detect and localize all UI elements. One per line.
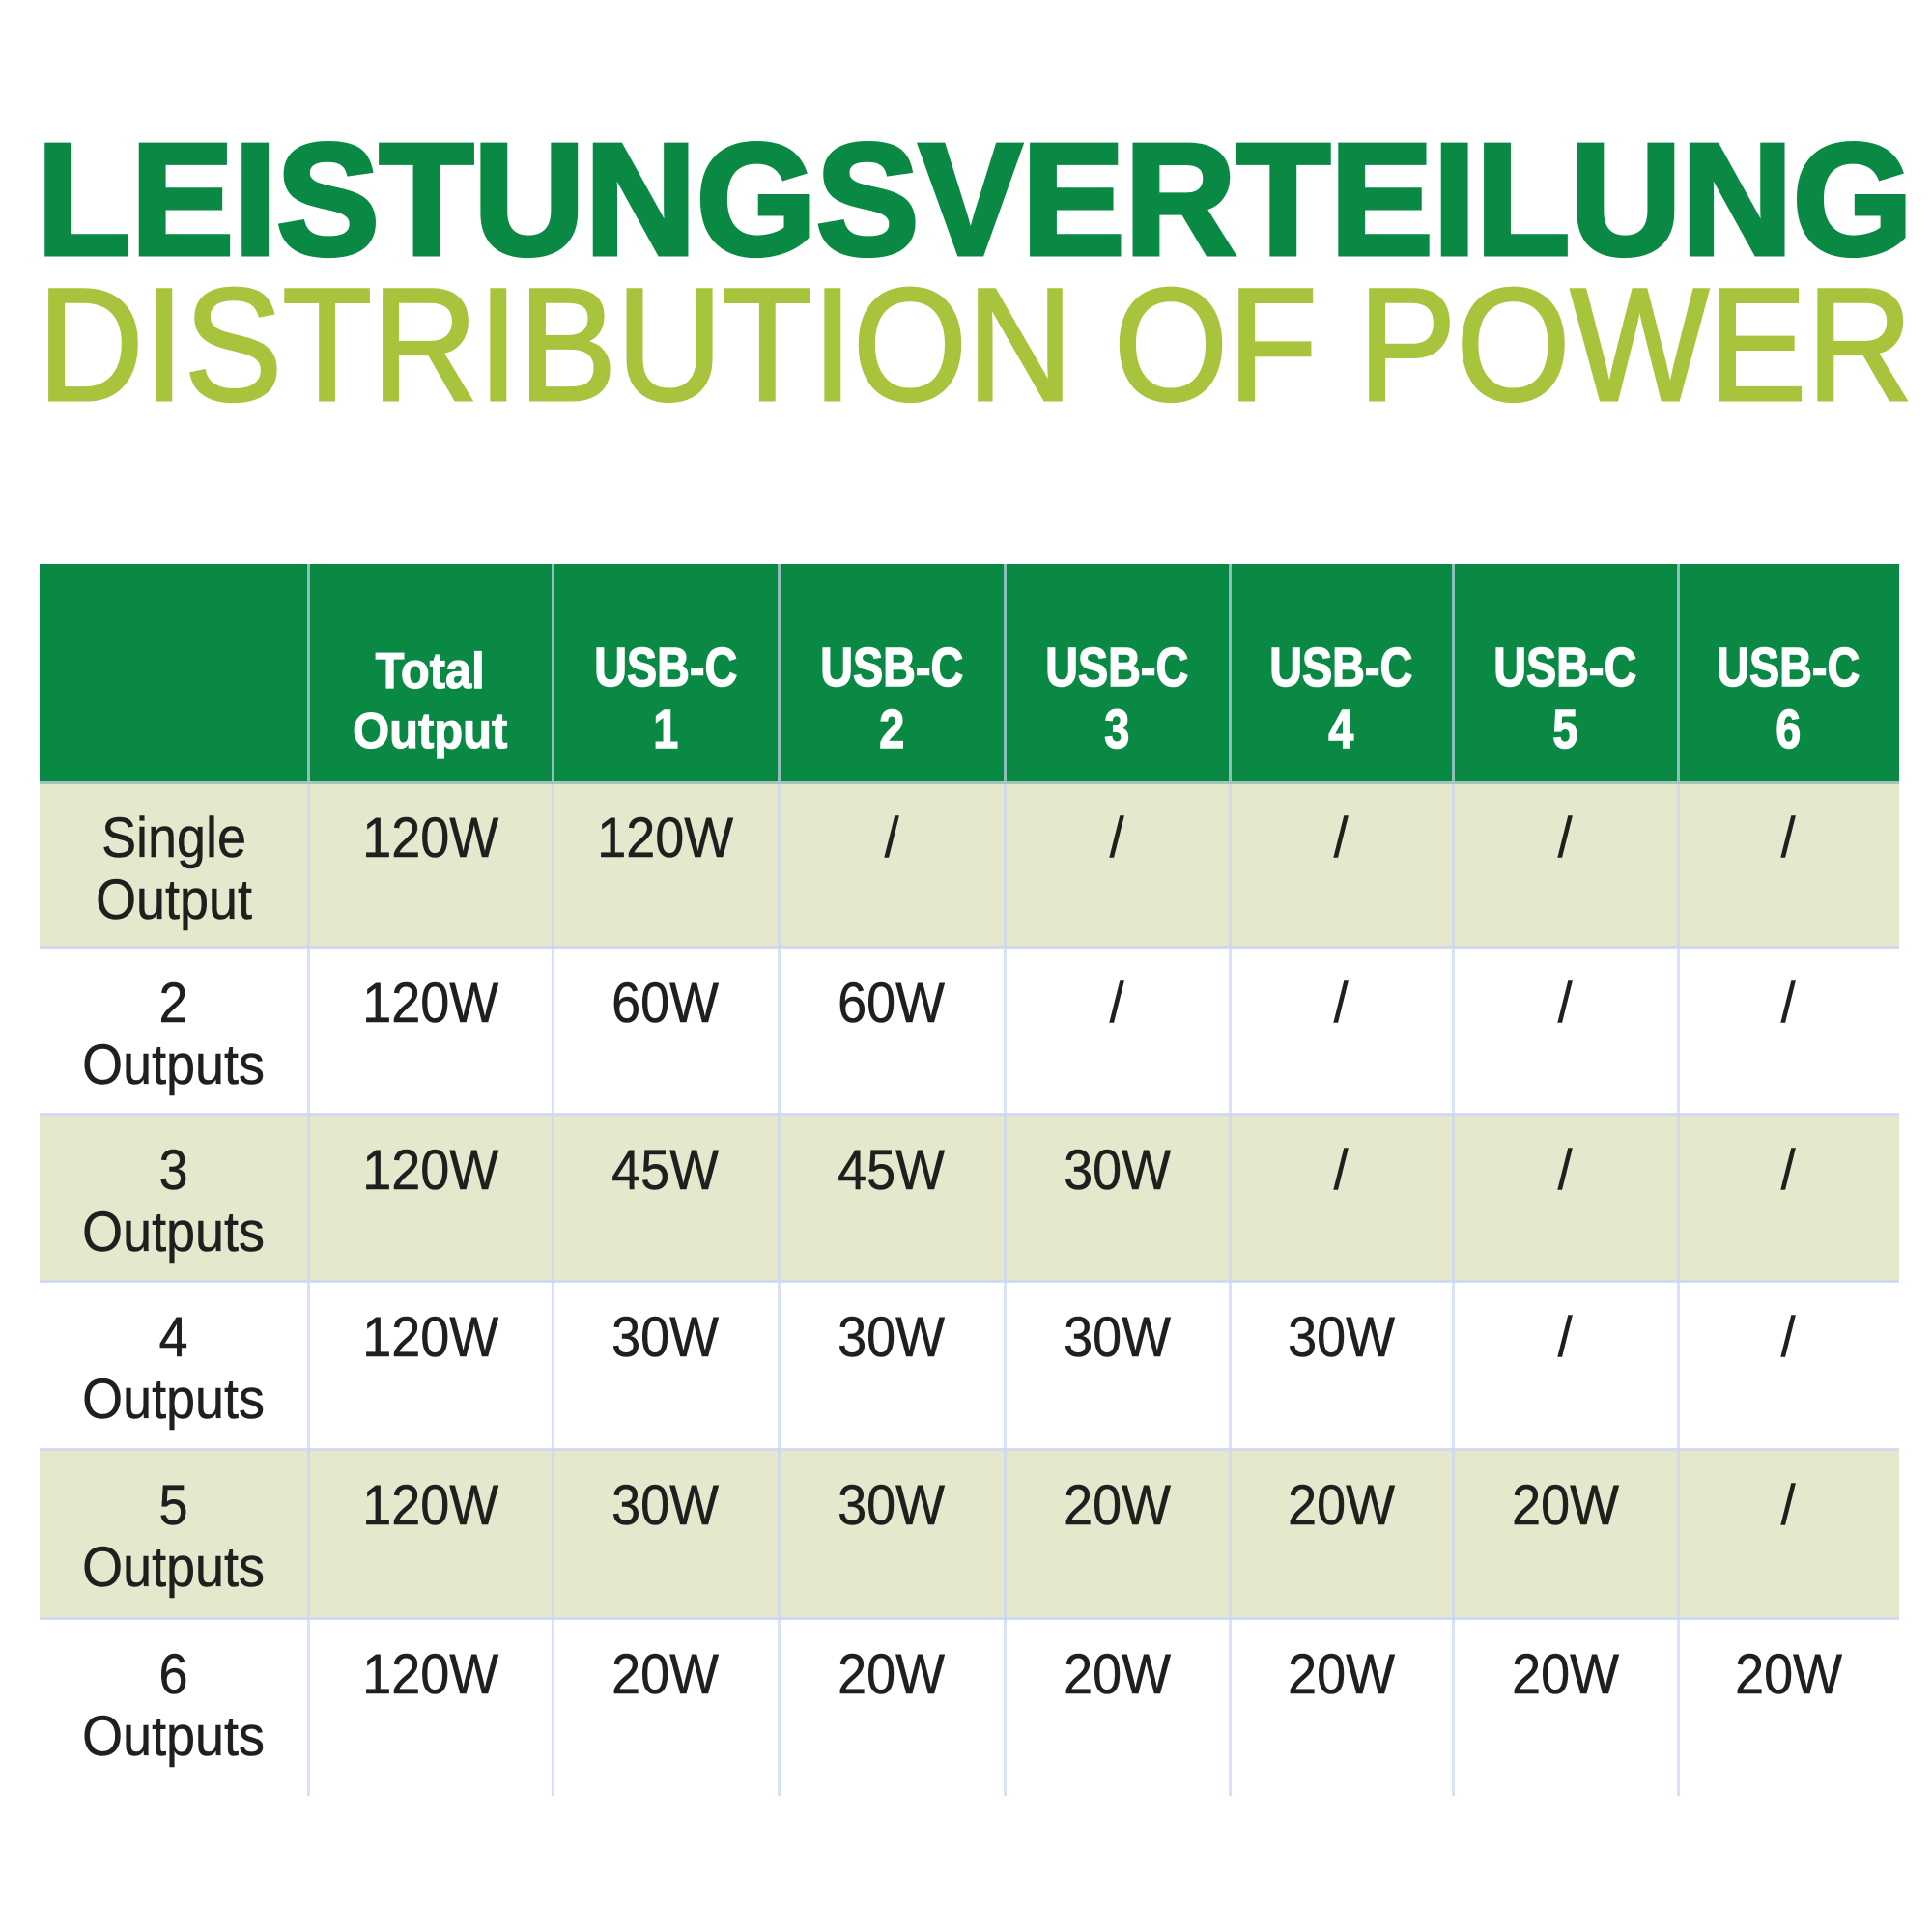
svg-text:DISTRIBUTION OF POWER: DISTRIBUTION OF POWER <box>38 256 1913 435</box>
svg-text:LEISTUNGSVERTEILUNG: LEISTUNGSVERTEILUNG <box>37 111 1913 288</box>
